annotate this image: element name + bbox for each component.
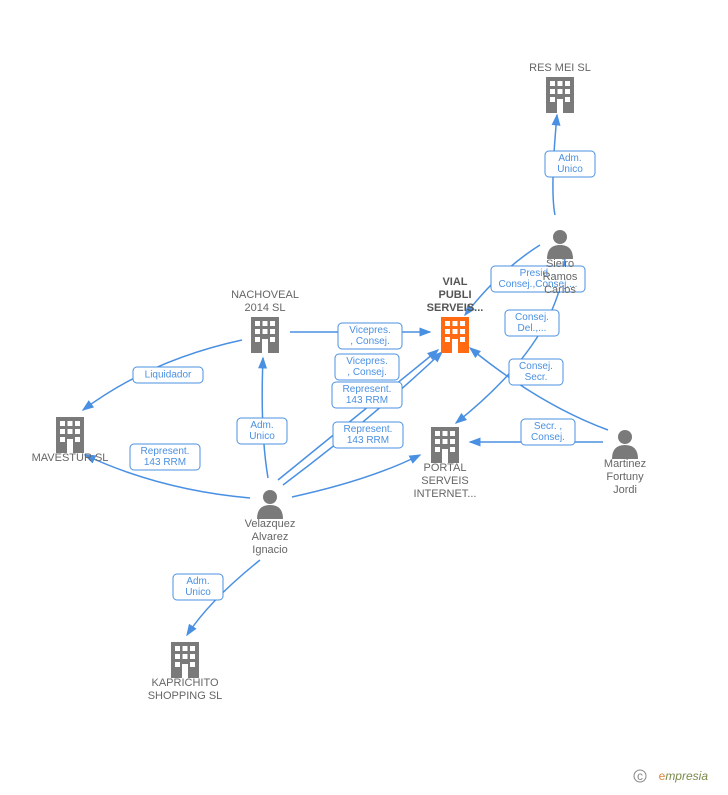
- svg-text:Consej.: Consej.: [519, 361, 553, 372]
- building-icon: [546, 77, 574, 113]
- edge-label: Represent.143 RRM: [130, 444, 200, 470]
- edge-label: Adm.Unico: [545, 151, 595, 177]
- node-res_mei[interactable]: RES MEI SL: [529, 62, 591, 113]
- node-label: VIAL: [442, 276, 467, 288]
- node-label: SERVEIS...: [427, 302, 484, 314]
- svg-text:Vicepres.: Vicepres.: [346, 356, 388, 367]
- svg-text:, Consej.: , Consej.: [350, 336, 389, 347]
- node-label: Ignacio: [252, 544, 287, 556]
- node-kaprichito[interactable]: KAPRICHITOSHOPPING SL: [148, 642, 223, 702]
- node-martinez[interactable]: MartinezFortunyJordi: [604, 430, 646, 496]
- edge-label: Liquidador: [133, 367, 203, 383]
- node-label: 2014 SL: [245, 302, 286, 314]
- svg-text:Vicepres.: Vicepres.: [349, 325, 391, 336]
- edge-label: Represent.143 RRM: [333, 422, 403, 448]
- building-icon: [56, 417, 84, 453]
- svg-text:143 RRM: 143 RRM: [346, 395, 388, 406]
- building-icon: [251, 317, 279, 353]
- svg-text:143 RRM: 143 RRM: [347, 435, 389, 446]
- node-label: Sieiro: [546, 258, 574, 270]
- svg-text:Represent.: Represent.: [344, 424, 393, 435]
- node-vial[interactable]: VIALPUBLISERVEIS...: [427, 276, 484, 353]
- person-icon: [257, 490, 283, 519]
- edge-label: Consej.Secr.: [509, 359, 563, 385]
- building-icon: [171, 642, 199, 678]
- svg-text:Adm.: Adm.: [186, 576, 209, 587]
- svg-text:Secr.: Secr.: [525, 372, 548, 383]
- svg-text:Consej.: Consej.: [531, 432, 565, 443]
- node-label: SHOPPING SL: [148, 690, 223, 702]
- svg-text:Unico: Unico: [185, 587, 211, 598]
- svg-text:Adm.: Adm.: [558, 153, 581, 164]
- svg-text:Liquidador: Liquidador: [145, 370, 192, 381]
- svg-text:c: c: [637, 769, 643, 783]
- node-label: PORTAL: [424, 462, 467, 474]
- svg-text:Unico: Unico: [557, 164, 583, 175]
- svg-text:Consej.: Consej.: [515, 312, 549, 323]
- edge-label: Consej.Del.,...: [505, 310, 559, 336]
- node-sieiro[interactable]: SieiroRamosCarlos: [543, 230, 578, 296]
- node-label: Alvarez: [252, 531, 289, 543]
- svg-text:143 RRM: 143 RRM: [144, 457, 186, 468]
- svg-text:, Consej.: , Consej.: [347, 367, 386, 378]
- edge-label: Vicepres., Consej.: [338, 323, 402, 349]
- building-icon: [441, 317, 469, 353]
- network-diagram: Adm.UnicoPresid. ,Consej.,Consej....Cons…: [0, 0, 728, 795]
- edge-label: Secr. ,Consej.: [521, 419, 575, 445]
- svg-text:Secr. ,: Secr. ,: [534, 421, 562, 432]
- watermark: c empresia: [634, 769, 708, 783]
- svg-text:Represent.: Represent.: [141, 446, 190, 457]
- edge-label: Adm.Unico: [237, 418, 287, 444]
- node-label: Jordi: [613, 484, 637, 496]
- node-label: Ramos: [543, 271, 578, 283]
- node-label: KAPRICHITO: [151, 677, 218, 689]
- node-label: PUBLI: [439, 289, 472, 301]
- node-mavestur[interactable]: MAVESTUR SL: [32, 417, 109, 464]
- person-icon: [612, 430, 638, 459]
- node-velazquez[interactable]: VelazquezAlvarezIgnacio: [245, 490, 296, 556]
- svg-text:empresia: empresia: [659, 769, 709, 783]
- node-label: MAVESTUR SL: [32, 452, 109, 464]
- edge: [292, 455, 420, 497]
- edge-label: Vicepres., Consej.: [335, 354, 399, 380]
- svg-text:Represent.: Represent.: [343, 384, 392, 395]
- svg-text:Del.,...: Del.,...: [518, 323, 547, 334]
- node-label: RES MEI SL: [529, 62, 591, 74]
- node-label: NACHOVEAL: [231, 289, 299, 301]
- node-portal[interactable]: PORTALSERVEISINTERNET...: [414, 427, 477, 500]
- building-icon: [431, 427, 459, 463]
- edge-label: Adm.Unico: [173, 574, 223, 600]
- node-label: SERVEIS: [421, 475, 469, 487]
- person-icon: [547, 230, 573, 259]
- node-label: Carlos: [544, 284, 576, 296]
- node-label: INTERNET...: [414, 488, 477, 500]
- node-label: Martinez: [604, 458, 646, 470]
- node-label: Velazquez: [245, 518, 296, 530]
- edge-label: Represent.143 RRM: [332, 382, 402, 408]
- node-nachoveal[interactable]: NACHOVEAL2014 SL: [231, 289, 299, 353]
- svg-text:Unico: Unico: [249, 431, 275, 442]
- node-label: Fortuny: [606, 471, 644, 483]
- svg-text:Adm.: Adm.: [250, 420, 273, 431]
